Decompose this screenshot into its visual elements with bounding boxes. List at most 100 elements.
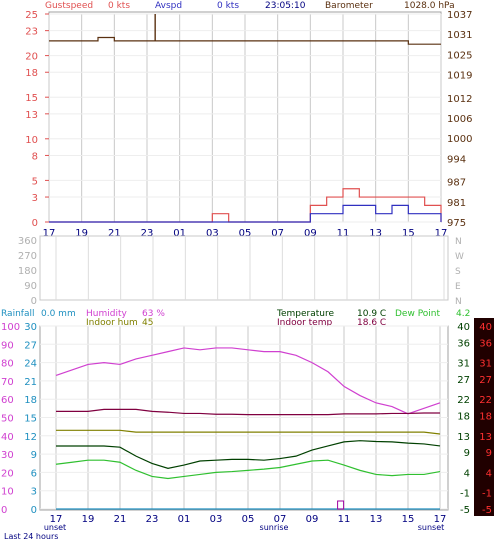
wind-x-tick: 09	[304, 228, 317, 239]
temperature-y-tick: 12	[24, 432, 37, 443]
right-temp-y-tick: 36	[457, 338, 470, 349]
wind-x-tick: 21	[108, 228, 121, 239]
gust-label: Gustspeed	[45, 1, 93, 11]
indoor-hum-label: Indoor hum	[86, 318, 138, 328]
wind-y-right-tick: 1025	[447, 50, 472, 61]
direction-grid	[55, 236, 445, 300]
wind-y-left-tick: 0	[32, 218, 38, 229]
wind-y-left-tick: 3	[32, 193, 38, 204]
humidity-y-tick: 30	[1, 450, 14, 461]
wind-grid	[48, 13, 442, 223]
weather-series-indoor-hum	[56, 429, 441, 435]
wind-x-tick: 05	[239, 228, 252, 239]
direction-compass-tick: N	[455, 237, 462, 247]
right-temp-y-tick: -1	[460, 489, 470, 500]
wind-x-tick: 17	[435, 228, 448, 239]
wind-y-left-tick: 5	[32, 176, 38, 187]
right-temp-y-tick: 4	[464, 468, 470, 479]
temperature-y-tick: 0	[31, 505, 37, 516]
weather-series	[55, 347, 441, 510]
temperature-y-tick: 9	[31, 450, 37, 461]
humidity-value: 63 %	[142, 309, 165, 319]
humidity-y-tick: 60	[1, 395, 14, 406]
wind-series	[49, 14, 442, 223]
weather-series-temperature	[56, 440, 441, 469]
weather-series-dew-point	[55, 459, 441, 480]
sunset-left-label: unset	[44, 523, 66, 532]
clock-time: 23:05:10	[265, 1, 306, 11]
wind-y-right-tick: 987	[447, 178, 466, 189]
wind-y-left-tick: 23	[25, 27, 38, 38]
right-temp-y-tick: 40	[457, 322, 470, 333]
weather-series-humidity	[55, 347, 441, 415]
weather-x-tick: 21	[114, 514, 127, 525]
temperature-y-tick: 15	[24, 414, 37, 425]
wind-series-avspd	[49, 204, 442, 223]
baro-value: 1028.0 hPa	[404, 1, 455, 11]
direction-compass-tick: N	[455, 297, 462, 307]
humidity-y-tick: 70	[1, 377, 14, 388]
wind-y-right-tick: 975	[447, 218, 466, 229]
weather-x-tick: 11	[338, 514, 351, 525]
humidity-y-tick: 20	[1, 468, 14, 479]
indoor-temp-y-tick: 36	[479, 338, 492, 349]
wind-y-right-tick: 1006	[447, 114, 472, 125]
weather-panel: Rainfall 0.0 mm Humidity 63 % Indoor hum…	[1, 309, 494, 541]
indoor-temp-y-axis: -5 -1 4 9 13 18 22 27 31 36 40	[479, 322, 492, 516]
direction-compass-tick: E	[455, 282, 461, 292]
dewpoint-label: Dew Point	[395, 309, 441, 319]
indoor-hum-value: 45	[142, 318, 153, 328]
right-temp-y-tick: 27	[457, 375, 470, 386]
wind-x-tick: 11	[337, 228, 350, 239]
temperature-y-tick: 6	[31, 468, 37, 479]
humidity-y-tick: 40	[1, 432, 14, 443]
wind-y-left-tick: 18	[25, 68, 38, 79]
weather-x-tick: 03	[210, 514, 223, 525]
wind-x-tick: 13	[369, 228, 382, 239]
weather-x-tick: 13	[370, 514, 383, 525]
humidity-y-tick: 10	[1, 487, 14, 498]
wind-y-right-tick: 1019	[447, 70, 472, 81]
weather-x-tick: 17	[50, 514, 63, 525]
right-temp-y-tick: 31	[457, 359, 470, 370]
wind-y-right-tick: 1012	[447, 94, 472, 105]
temperature-y-axis: 0 3 6 9 12 15 18 21 24 27 30	[24, 322, 37, 516]
direction-y-tick: 360	[18, 236, 37, 247]
right-temp-y-tick: -5	[460, 505, 470, 516]
weather-x-tick: 23	[146, 514, 159, 525]
direction-y-tick: 90	[24, 281, 37, 292]
wind-x-tick: 03	[206, 228, 219, 239]
temperature-y-tick: 27	[24, 340, 37, 351]
rain-label: Rainfall	[1, 309, 34, 319]
weather-x-tick: 09	[306, 514, 319, 525]
rain-marker	[337, 500, 345, 510]
wind-y-left-tick: 8	[32, 151, 38, 162]
avg-value: 0 kts	[217, 1, 239, 11]
wind-x-tick: 01	[173, 228, 186, 239]
indoor-temp-y-tick: 31	[479, 359, 492, 370]
direction-y-axis: 360 270 180 90 0	[18, 236, 37, 307]
temperature-y-tick: 3	[31, 487, 37, 498]
weather-x-axis: 17 19 21 23 01 03 05 07 09 11 13 15 17	[50, 514, 447, 525]
temperature-y-tick: 30	[24, 322, 37, 333]
temperature-y-tick: 24	[24, 359, 37, 370]
direction-y-tick: 270	[18, 251, 37, 262]
temperature-y-tick: 21	[24, 377, 37, 388]
temperature-y-tick: 18	[24, 395, 37, 406]
gust-value: 0 kts	[108, 1, 130, 11]
indoor-temp-y-tick: 40	[479, 322, 492, 333]
indoor-temp-y-tick: 18	[479, 411, 492, 422]
wind-y-left-axis: 0 3 5 8 10 13 15 18 20 23 25	[25, 10, 49, 229]
indoor-temp-label: Indoor temp	[277, 318, 332, 328]
humidity-y-tick: 100	[1, 322, 20, 333]
wind-y-right-tick: 981	[447, 198, 466, 209]
right-temp-y-tick: 9	[464, 448, 470, 459]
wind-panel: Gustspeed 0 kts Avspd 0 kts 23:05:10 Bar…	[25, 1, 472, 239]
dewpoint-value: 4.2	[456, 309, 470, 319]
wind-x-tick: 07	[271, 228, 284, 239]
direction-compass-tick: W	[455, 252, 464, 262]
wind-series-barometer	[49, 36, 441, 45]
